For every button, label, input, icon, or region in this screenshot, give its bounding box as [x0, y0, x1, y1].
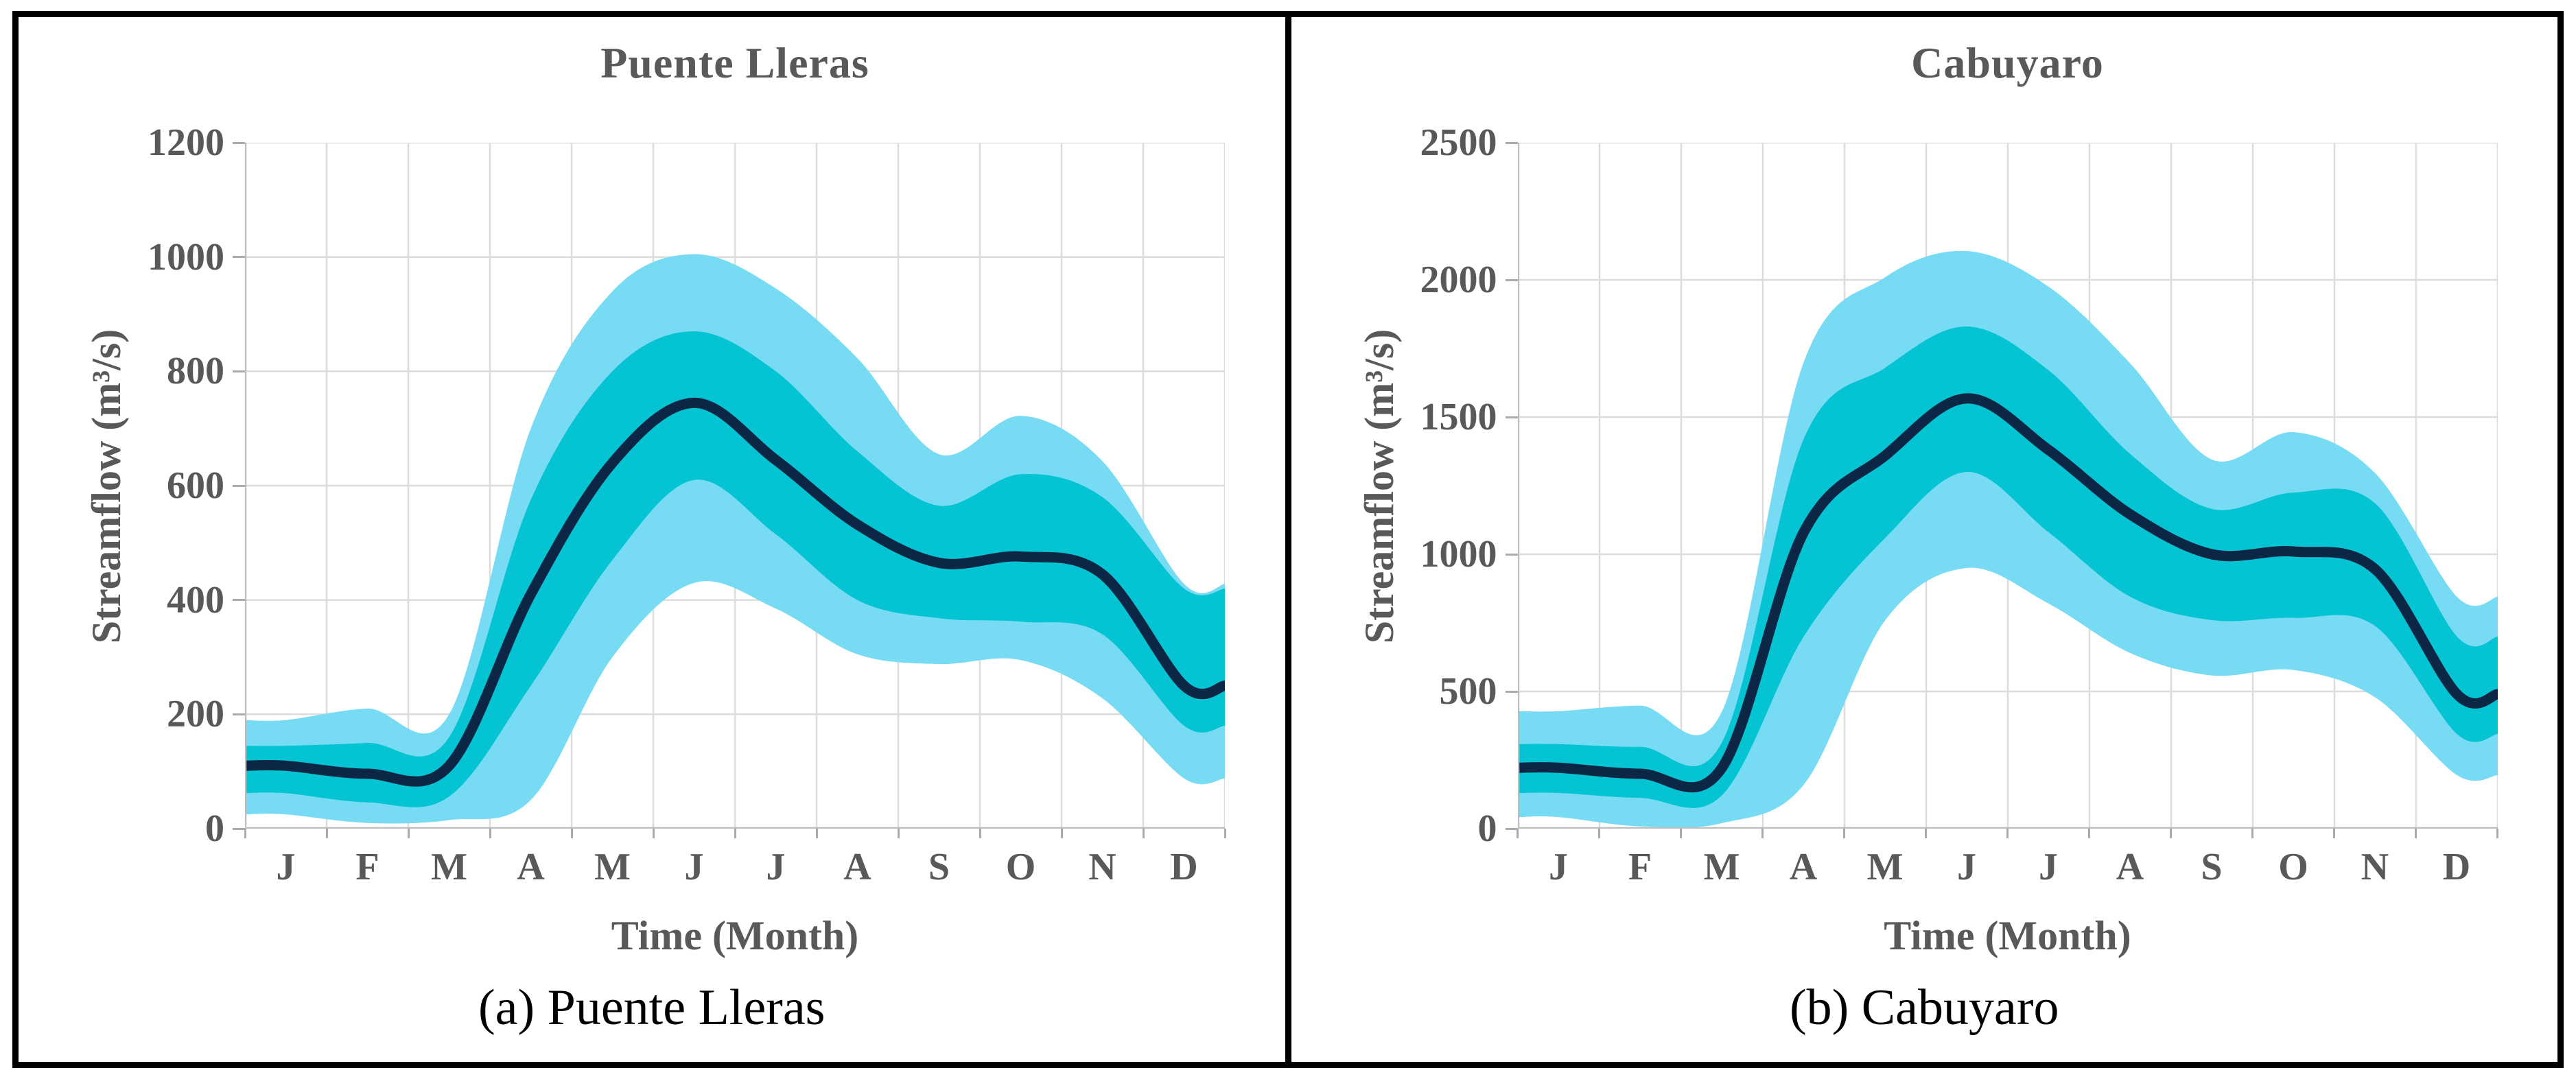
x-tick-mark [2006, 829, 2009, 838]
x-tick-label: N [2361, 846, 2389, 888]
x-tick-label: A [843, 846, 871, 888]
x-tick-label: J [2039, 846, 2058, 888]
x-tick-label: J [766, 846, 786, 888]
y-axis-title: Streamflow (m³/s) [1356, 329, 1402, 644]
x-tick-mark [2496, 829, 2498, 838]
y-tick-mark [233, 484, 245, 487]
x-tick-mark [407, 829, 410, 838]
panel-puente-lleras: Puente Lleras Streamflow (m³/s) Time (Mo… [19, 17, 1291, 1062]
y-tick-label: 0 [1477, 807, 1497, 850]
x-tick-mark [2333, 829, 2335, 838]
chart-svg [245, 143, 1225, 829]
panel-cabuyaro: Cabuyaro Streamflow (m³/s) Time (Month) … [1291, 17, 2558, 1062]
x-tick-label: J [1549, 846, 1568, 888]
x-tick-mark [815, 829, 818, 838]
figure-frame: Puente Lleras Streamflow (m³/s) Time (Mo… [12, 11, 2564, 1068]
x-tick-label: J [1957, 846, 1976, 888]
y-tick-mark [233, 141, 245, 144]
x-tick-mark [2088, 829, 2090, 838]
x-tick-mark [1680, 829, 1682, 838]
y-tick-mark [233, 713, 245, 715]
x-tick-mark [734, 829, 736, 838]
x-tick-label: F [355, 846, 379, 888]
series [1517, 250, 2498, 828]
x-tick-mark [325, 829, 328, 838]
inner-band [1517, 326, 2498, 808]
chart-svg [1517, 143, 2498, 829]
x-tick-mark [652, 829, 655, 838]
x-tick-label: M [1866, 846, 1904, 888]
x-tick-mark [1761, 829, 1764, 838]
y-tick-mark [233, 370, 245, 372]
y-tick-label: 1500 [1420, 396, 1497, 438]
y-tick-mark [233, 599, 245, 602]
y-tick-mark [233, 827, 245, 830]
y-tick-mark [1505, 278, 1518, 281]
x-tick-mark [1060, 829, 1063, 838]
y-tick-label: 500 [1439, 670, 1497, 713]
x-tick-label: A [1789, 846, 1818, 888]
x-tick-mark [1517, 829, 1519, 838]
y-tick-label: 200 [167, 693, 224, 736]
mean-line [245, 397, 1225, 787]
x-tick-mark [244, 829, 246, 838]
x-tick-mark [897, 829, 900, 838]
y-tick-label: 400 [167, 578, 224, 621]
plot-area [245, 143, 1225, 829]
x-tick-mark [1142, 829, 1145, 838]
y-tick-mark [1505, 416, 1518, 418]
y-tick-mark [1505, 141, 1518, 144]
series [245, 254, 1225, 824]
x-tick-mark [1223, 829, 1226, 838]
x-tick-label: J [276, 846, 296, 888]
x-tick-label: S [928, 846, 950, 888]
mean-line [1517, 393, 2498, 793]
x-tick-label: N [1088, 846, 1116, 888]
x-tick-mark [570, 829, 573, 838]
y-tick-mark [1505, 827, 1518, 830]
x-axis-title: Time (Month) [1884, 913, 2131, 958]
x-tick-label: O [2278, 846, 2308, 888]
y-tick-label: 1000 [148, 235, 224, 278]
y-tick-label: 2500 [1420, 121, 1497, 164]
y-tick-label: 800 [167, 350, 224, 393]
chart-title: Puente Lleras [600, 38, 869, 87]
x-tick-label: A [517, 846, 545, 888]
x-tick-label: M [594, 846, 631, 888]
x-tick-label: F [1628, 846, 1652, 888]
x-tick-label: M [1703, 846, 1740, 888]
chart-title: Cabuyaro [1911, 38, 2104, 87]
x-tick-label: O [1005, 846, 1036, 888]
x-tick-label: A [2116, 846, 2144, 888]
x-tick-mark [2170, 829, 2172, 838]
plot-area [1517, 143, 2498, 829]
x-tick-label: J [684, 846, 704, 888]
x-tick-label: D [2442, 846, 2471, 888]
y-tick-label: 1000 [1420, 533, 1497, 576]
x-tick-mark [2251, 829, 2253, 838]
x-tick-mark [2415, 829, 2417, 838]
x-tick-mark [1598, 829, 1600, 838]
x-tick-label: D [1170, 846, 1198, 888]
panel-caption: (a) Puente Lleras [478, 980, 826, 1036]
x-axis-title: Time (Month) [611, 913, 859, 958]
y-tick-label: 0 [205, 807, 224, 850]
panel-caption: (b) Cabuyaro [1790, 980, 2059, 1036]
x-tick-mark [979, 829, 981, 838]
y-tick-label: 600 [167, 464, 224, 507]
y-tick-mark [233, 256, 245, 259]
y-tick-mark [1505, 690, 1518, 693]
x-tick-mark [1843, 829, 1845, 838]
y-tick-label: 1200 [148, 121, 224, 164]
x-tick-mark [1925, 829, 1927, 838]
x-tick-mark [489, 829, 491, 838]
x-tick-label: M [431, 846, 467, 888]
y-tick-label: 2000 [1420, 259, 1497, 301]
y-tick-mark [1505, 553, 1518, 556]
x-tick-label: S [2201, 846, 2223, 888]
